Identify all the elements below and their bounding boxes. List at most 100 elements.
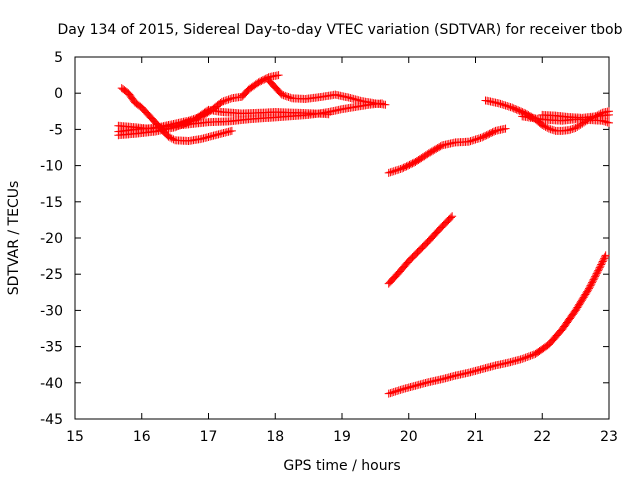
data-marker bbox=[396, 385, 405, 394]
x-tick-label: 19 bbox=[333, 429, 351, 445]
y-tick-label: -30 bbox=[40, 303, 63, 319]
y-tick-label: -35 bbox=[40, 340, 63, 356]
data-marker bbox=[389, 388, 398, 397]
data-marker bbox=[499, 100, 508, 109]
data-marker bbox=[224, 95, 233, 104]
series-6 bbox=[384, 124, 510, 177]
data-series bbox=[114, 71, 613, 398]
data-marker bbox=[219, 97, 228, 106]
data-point bbox=[384, 389, 393, 398]
x-tick-label: 21 bbox=[467, 429, 485, 445]
data-point bbox=[501, 124, 510, 133]
data-marker bbox=[167, 134, 176, 143]
data-marker bbox=[388, 388, 397, 397]
data-marker bbox=[281, 91, 290, 100]
y-tick-label: -20 bbox=[40, 231, 63, 247]
data-point bbox=[518, 354, 527, 363]
y-tick-label: -10 bbox=[40, 159, 63, 175]
x-tick-label: 16 bbox=[133, 429, 151, 445]
data-marker bbox=[523, 353, 532, 362]
data-marker bbox=[394, 165, 403, 174]
series-7 bbox=[384, 212, 457, 288]
data-marker bbox=[391, 387, 400, 396]
data-marker bbox=[519, 354, 528, 363]
data-point bbox=[274, 71, 283, 80]
data-marker bbox=[521, 353, 530, 362]
data-marker bbox=[468, 136, 477, 145]
data-marker bbox=[226, 94, 235, 103]
chart-title: Day 134 of 2015, Sidereal Day-to-day VTE… bbox=[57, 22, 622, 38]
y-tick-label: -5 bbox=[49, 122, 63, 138]
series-11 bbox=[538, 110, 613, 122]
data-marker bbox=[569, 124, 578, 133]
data-point bbox=[324, 110, 333, 119]
x-tick-label: 18 bbox=[266, 429, 284, 445]
y-tick-label: -15 bbox=[40, 195, 63, 211]
y-axis-label: SDTVAR / TECUs bbox=[6, 181, 22, 296]
y-tick-label: -40 bbox=[40, 376, 63, 392]
data-marker bbox=[284, 93, 293, 102]
data-point bbox=[277, 90, 286, 99]
data-marker bbox=[393, 386, 402, 395]
data-marker bbox=[391, 166, 400, 175]
x-tick-label: 15 bbox=[66, 429, 84, 445]
data-marker bbox=[528, 351, 537, 360]
y-tick-label: 0 bbox=[54, 86, 63, 102]
data-marker bbox=[503, 102, 512, 111]
data-marker bbox=[546, 125, 555, 134]
data-point bbox=[601, 251, 610, 260]
data-marker bbox=[501, 101, 510, 110]
x-tick-label: 20 bbox=[400, 429, 418, 445]
data-point bbox=[605, 110, 613, 119]
data-marker bbox=[386, 168, 395, 177]
data-point bbox=[227, 126, 236, 135]
y-tick-label: -45 bbox=[40, 412, 63, 428]
data-marker bbox=[446, 213, 455, 222]
data-point bbox=[494, 99, 503, 108]
data-marker bbox=[496, 99, 505, 108]
data-marker bbox=[473, 134, 482, 143]
data-point bbox=[217, 97, 226, 106]
y-tick-label: -25 bbox=[40, 267, 63, 283]
data-marker bbox=[286, 93, 295, 102]
series-4 bbox=[264, 76, 390, 109]
data-marker bbox=[568, 125, 577, 134]
data-marker bbox=[543, 123, 552, 132]
data-marker bbox=[526, 351, 535, 360]
data-point bbox=[384, 168, 393, 177]
data-marker bbox=[474, 134, 483, 143]
data-point bbox=[564, 126, 573, 135]
data-marker bbox=[393, 166, 402, 175]
series-8 bbox=[384, 251, 610, 398]
data-point bbox=[448, 212, 457, 221]
series-5 bbox=[114, 105, 333, 140]
data-marker bbox=[524, 352, 533, 361]
data-marker bbox=[600, 252, 609, 261]
data-marker bbox=[471, 135, 480, 144]
data-marker bbox=[221, 96, 230, 105]
data-marker bbox=[394, 386, 403, 395]
data-marker bbox=[504, 102, 513, 111]
x-tick-label: 17 bbox=[200, 429, 218, 445]
x-axis: 15 16 17 18 19 20 21 22 23 bbox=[66, 57, 618, 445]
data-marker bbox=[279, 91, 288, 100]
data-marker bbox=[169, 135, 178, 144]
y-tick-label: 5 bbox=[54, 50, 63, 66]
data-marker bbox=[548, 125, 557, 134]
data-marker bbox=[389, 167, 398, 176]
data-marker bbox=[466, 137, 475, 146]
data-marker bbox=[498, 100, 507, 109]
x-axis-label: GPS time / hours bbox=[283, 458, 400, 474]
data-marker bbox=[386, 389, 395, 398]
x-tick-label: 22 bbox=[533, 429, 551, 445]
data-point bbox=[464, 137, 473, 146]
data-marker bbox=[222, 96, 231, 105]
data-point bbox=[544, 124, 553, 133]
x-tick-label: 23 bbox=[600, 429, 618, 445]
data-marker bbox=[282, 92, 291, 101]
data-point bbox=[164, 132, 173, 141]
y-axis: 5 0 -5 -10 -15 -20 -25 -30 -35 -40 -45 bbox=[40, 50, 609, 428]
data-marker bbox=[469, 136, 478, 145]
data-marker bbox=[603, 118, 612, 127]
